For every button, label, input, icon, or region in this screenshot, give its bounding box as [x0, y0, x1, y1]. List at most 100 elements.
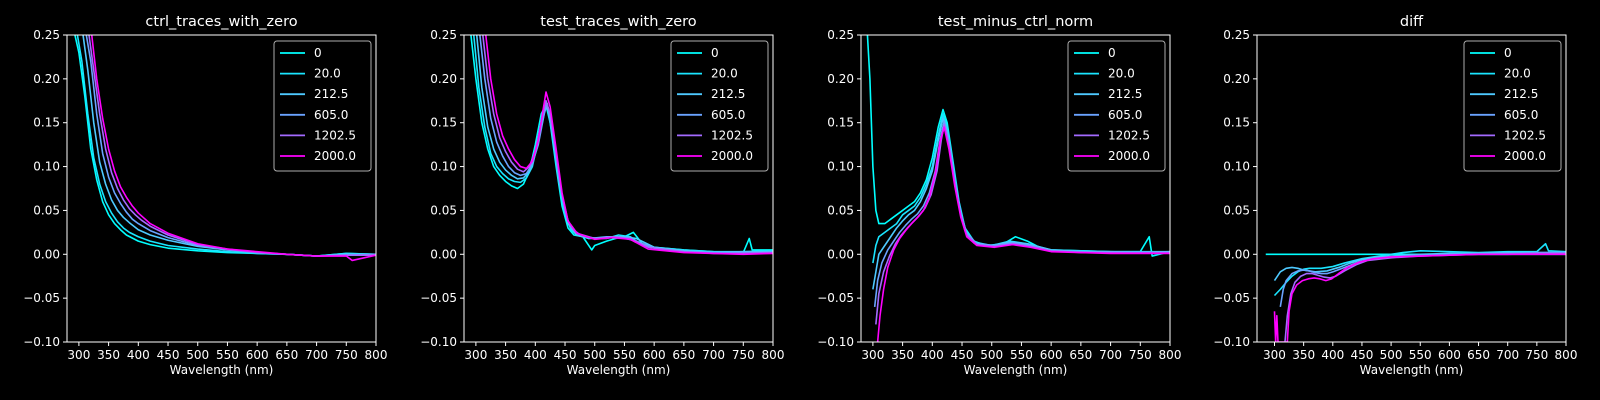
y-tick-label: −0.05 — [420, 291, 457, 305]
x-tick-label: 350 — [1292, 348, 1315, 362]
legend-label: 212.5 — [314, 87, 348, 101]
y-tick-label: −0.05 — [817, 291, 854, 305]
chart-panel-1: 300 350 400 450 500 550 600 650 700 750 800 −0.10 −0… — [23, 14, 387, 377]
chart-panel-3: 300 350 400 450 500 550 600 650 700 750 800 −0.10 −0… — [817, 14, 1181, 377]
legend-label: 212.5 — [1108, 87, 1142, 101]
x-tick-label: 650 — [1069, 348, 1092, 362]
x-tick-label: 400 — [921, 348, 944, 362]
y-tick-label: 0.05 — [33, 203, 60, 217]
x-tick-label: 500 — [1380, 348, 1403, 362]
y-tick-label: 0.10 — [827, 160, 854, 174]
series-line-212.5 — [872, 117, 1170, 290]
x-tick-label: 650 — [672, 348, 695, 362]
series-line-20.0 — [1273, 242, 1566, 297]
y-tick-label: 0.05 — [430, 203, 457, 217]
y-tick-label: 0.20 — [827, 72, 854, 86]
legend-label: 0 — [1504, 46, 1512, 60]
x-tick-label: 450 — [157, 348, 180, 362]
x-tick-label: 600 — [246, 348, 269, 362]
x-tick-label: 550 — [1010, 348, 1033, 362]
legend-label: 2000.0 — [711, 149, 753, 163]
y-tick-label: 0.25 — [1223, 28, 1250, 42]
legend-label: 605.0 — [711, 108, 745, 122]
axes-frame — [1256, 34, 1567, 343]
x-tick-label: 450 — [951, 348, 974, 362]
legend: 0 20.0 212.5 605.0 1202.5 2000.0 — [273, 40, 372, 172]
legend-label: 2000.0 — [1108, 149, 1150, 163]
y-tick-label: 0.10 — [33, 160, 60, 174]
series-line-2000.0 — [1273, 253, 1566, 342]
x-tick-label: 300 — [1263, 348, 1286, 362]
x-axis-label: Wavelength (nm) — [170, 363, 274, 377]
x-tick-label: 450 — [1350, 348, 1373, 362]
series-line-1202.5 — [482, 35, 773, 255]
x-tick-label: 550 — [216, 348, 239, 362]
x-axis-label: Wavelength (nm) — [964, 363, 1068, 377]
x-tick-label: 500 — [980, 348, 1003, 362]
legend-label: 2000.0 — [1504, 149, 1546, 163]
series-group — [470, 35, 773, 256]
x-tick-label: 800 — [1159, 348, 1182, 362]
legend: 0 20.0 212.5 605.0 1202.5 2000.0 — [1463, 40, 1562, 172]
legend-label: 1202.5 — [711, 128, 753, 142]
y-tick-label: −0.05 — [23, 291, 60, 305]
chart-panel-2: 300 350 400 450 500 550 600 650 700 750 800 −0.10 −0… — [420, 14, 784, 377]
x-tick-label: 350 — [494, 348, 517, 362]
x-tick-label: 300 — [464, 348, 487, 362]
x-tick-label: 800 — [762, 348, 785, 362]
chart-title: diff — [1400, 14, 1424, 30]
y-tick-label: 0.20 — [1223, 72, 1250, 86]
chart-panel-4: 300 350 400 450 500 550 600 650 700 750 800 −0.10 −0… — [1213, 14, 1577, 377]
y-tick-label: −0.10 — [420, 335, 457, 349]
y-tick-label: −0.05 — [1213, 291, 1250, 305]
legend-label: 605.0 — [1504, 108, 1538, 122]
x-tick-label: 800 — [365, 348, 388, 362]
legend-label: 20.0 — [1504, 67, 1531, 81]
series-group — [866, 35, 1170, 342]
legend-label: 20.0 — [1108, 67, 1135, 81]
y-tick-label: 0.15 — [1223, 116, 1250, 130]
y-tick-label: 0.00 — [430, 247, 457, 261]
x-tick-label: 350 — [891, 348, 914, 362]
series-group — [1265, 242, 1566, 342]
y-tick-label: 0.15 — [430, 116, 457, 130]
chart-title: test_minus_ctrl_norm — [938, 14, 1093, 30]
x-tick-label: 400 — [1321, 348, 1344, 362]
y-tick-label: 0.25 — [430, 28, 457, 42]
y-tick-label: −0.10 — [817, 335, 854, 349]
x-tick-label: 600 — [643, 348, 666, 362]
y-tick-label: 0.15 — [33, 116, 60, 130]
x-tick-label: 400 — [127, 348, 150, 362]
x-tick-label: 700 — [305, 348, 328, 362]
y-tick-label: 0.00 — [1223, 247, 1250, 261]
y-tick-label: 0.05 — [827, 203, 854, 217]
legend-label: 212.5 — [1504, 87, 1538, 101]
legend-label: 0 — [711, 46, 719, 60]
x-tick-label: 600 — [1438, 348, 1461, 362]
y-tick-label: 0.25 — [33, 28, 60, 42]
axes-frame — [66, 34, 377, 343]
x-tick-label: 350 — [97, 348, 120, 362]
legend-label: 0 — [314, 46, 322, 60]
series-line-2000.0 — [876, 126, 1170, 342]
x-tick-label: 700 — [1099, 348, 1122, 362]
legend-label: 20.0 — [711, 67, 738, 81]
x-tick-label: 550 — [1409, 348, 1432, 362]
legend-label: 605.0 — [1108, 108, 1142, 122]
x-tick-label: 300 — [861, 348, 884, 362]
x-tick-label: 650 — [1467, 348, 1490, 362]
x-tick-label: 700 — [1496, 348, 1519, 362]
x-tick-label: 300 — [67, 348, 90, 362]
series-line-2000.0 — [484, 35, 773, 256]
chart-title: ctrl_traces_with_zero — [145, 14, 297, 30]
x-tick-label: 600 — [1040, 348, 1063, 362]
legend-label: 1202.5 — [1504, 128, 1546, 142]
legend-label: 20.0 — [314, 67, 341, 81]
legend-label: 1202.5 — [314, 128, 356, 142]
legend-label: 605.0 — [314, 108, 348, 122]
legend-label: 212.5 — [711, 87, 745, 101]
x-tick-label: 750 — [1129, 348, 1152, 362]
y-tick-label: 0.10 — [430, 160, 457, 174]
y-tick-label: 0.15 — [827, 116, 854, 130]
